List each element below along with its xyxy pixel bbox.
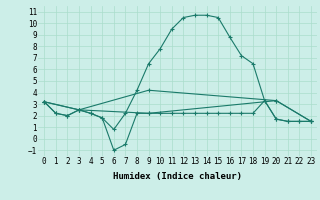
X-axis label: Humidex (Indice chaleur): Humidex (Indice chaleur) bbox=[113, 172, 242, 181]
